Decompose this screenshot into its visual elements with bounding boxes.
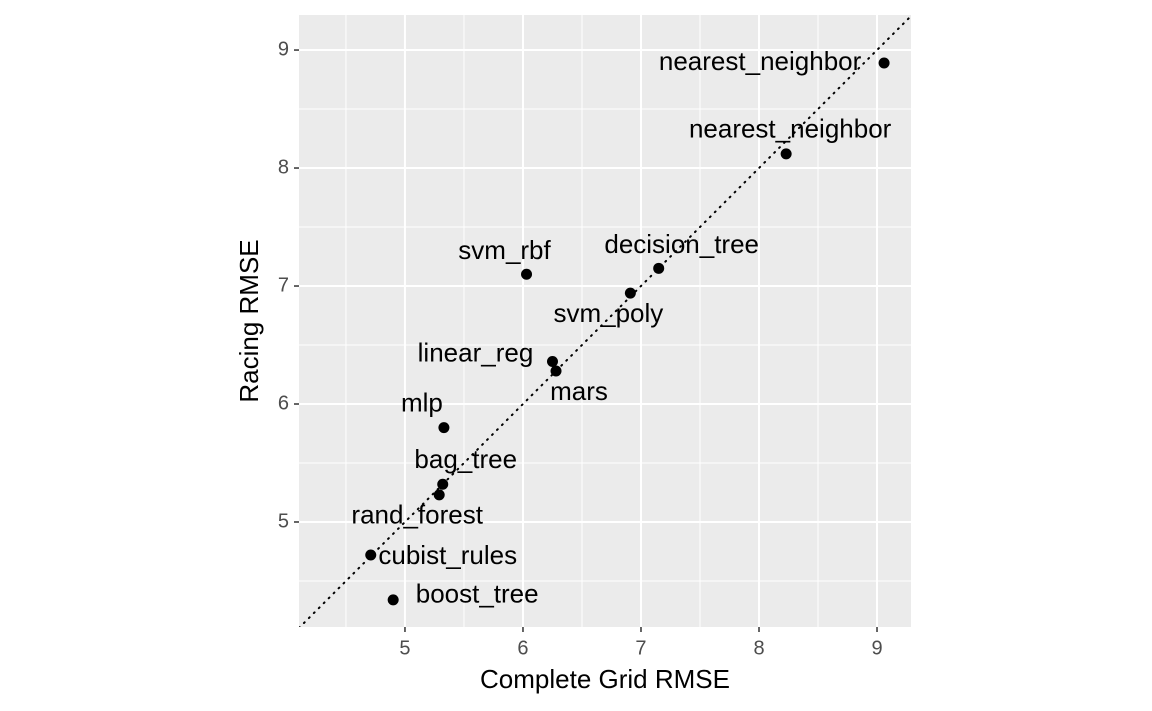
point-label: mlp [401,387,443,417]
point-label: linear_reg [418,337,534,367]
y-tick-label: 9 [278,38,289,60]
point-label: boost_tree [416,579,539,609]
y-tick-label: 5 [278,510,289,532]
x-axis-title: Complete Grid RMSE [480,664,730,694]
point-label: cubist_rules [378,540,517,570]
point-label: bag_tree [414,444,517,474]
point [387,594,399,606]
x-tick-label: 9 [871,637,882,659]
point [780,148,792,160]
y-tick-label: 8 [278,156,289,178]
x-tick-label: 7 [635,637,646,659]
point [365,549,377,561]
point [878,57,890,69]
reference-line [299,15,911,627]
point [437,478,449,490]
point-label: nearest_neighbor [689,114,892,144]
point [438,422,450,434]
y-axis-title: Racing RMSE [234,239,264,402]
point [653,262,665,274]
point [546,356,558,368]
point [624,287,636,299]
point-label: svm_poly [553,298,663,328]
x-tick-label: 5 [399,637,410,659]
y-tick-label: 7 [278,274,289,296]
x-tick-label: 6 [517,637,528,659]
point-label: nearest_neighbor [659,46,862,76]
y-tick-label: 6 [278,392,289,414]
point-label: rand_forest [351,500,483,530]
point-label: mars [550,376,608,406]
point [550,365,562,377]
x-tick-label: 8 [753,637,764,659]
point [433,489,445,501]
point-label: svm_rbf [458,235,551,265]
point [521,268,533,280]
point-label: decision_tree [604,229,759,259]
